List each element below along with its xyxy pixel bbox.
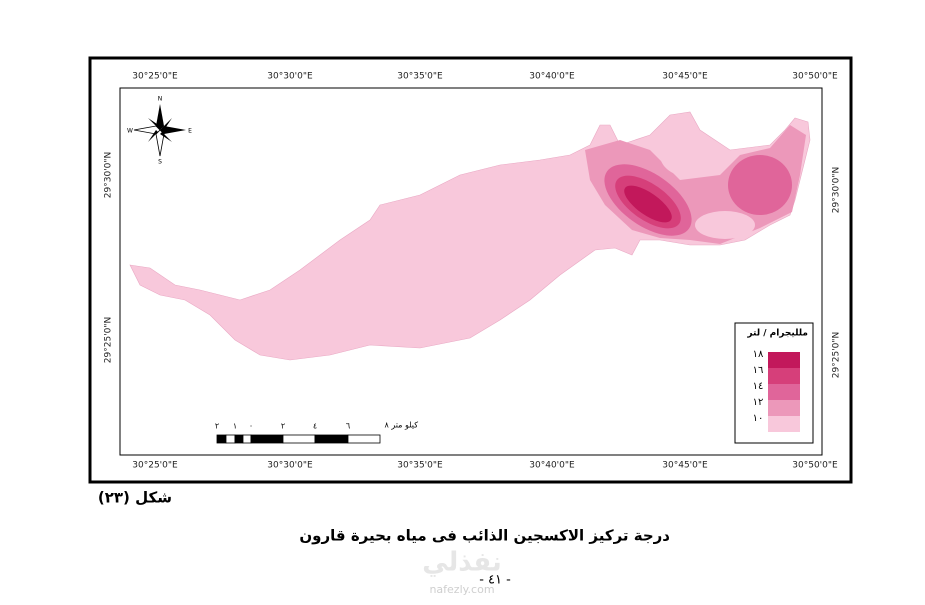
legend-label: ١٠ <box>753 413 764 424</box>
watermark-url: nafezly.com <box>429 583 494 596</box>
scale-segment <box>216 434 227 444</box>
concentration-zone <box>624 185 672 223</box>
caption: درجة تركيز الاكسجين الذائب فى مياه بحيرة… <box>299 527 670 545</box>
legend-label: ١٤ <box>753 381 764 392</box>
compass-label: S <box>158 159 162 166</box>
scale-segment <box>234 434 244 444</box>
scale-segment <box>347 434 381 444</box>
scale-segment <box>314 434 349 444</box>
longitude-label: 30°35'0"E <box>397 461 443 471</box>
legend-swatch <box>768 352 800 368</box>
concentration-zone <box>728 155 792 215</box>
concentration-zone <box>660 133 720 177</box>
figure-label: شكل (٢٣) <box>98 489 172 507</box>
legend-label: ١٦ <box>753 365 764 376</box>
legend-swatch <box>768 400 800 416</box>
scale-segment <box>250 434 284 444</box>
legend-swatch <box>768 368 800 384</box>
scale-segment <box>282 434 316 444</box>
legend-title: ملليجرام / لتر <box>746 329 808 339</box>
longitude-label: 30°25'0"E <box>132 72 178 82</box>
north-arrow: N S E W <box>127 96 192 166</box>
latitude-label: 29°30'0"N <box>104 152 114 198</box>
latitude-label: 29°30'0"N <box>832 167 842 213</box>
legend-label: ١٢ <box>753 397 764 408</box>
legend: ملليجرام / لتر ١٨ ١٦ ١٤ ١٢ ١٠ <box>734 322 814 444</box>
page-number: - ٤١ - <box>479 573 511 588</box>
scale-segment <box>242 434 252 444</box>
scale-label: ٢ <box>281 422 285 431</box>
compass-label: W <box>127 128 133 135</box>
latitude-label: 29°25'0"N <box>832 332 842 378</box>
compass-label: N <box>158 96 163 103</box>
legend-label: ١٨ <box>753 349 764 360</box>
scale-label: ٠ <box>249 422 253 431</box>
compass-label: E <box>188 128 192 135</box>
scale-label: ٤ <box>313 422 317 431</box>
longitude-label: 30°25'0"E <box>132 461 178 471</box>
scale-bar: كيلو متر ٨ ٦ ٤ ٢ ٠ ١ ٢ <box>215 421 418 444</box>
longitude-label: 30°35'0"E <box>397 72 443 82</box>
scale-unit: كيلو متر ٨ <box>385 421 419 430</box>
longitude-label: 30°50'0"E <box>792 72 838 82</box>
scale-label: ١ <box>233 422 237 431</box>
legend-swatch <box>768 384 800 400</box>
scale-segment <box>225 434 236 444</box>
legend-swatch <box>768 416 800 432</box>
scale-label: ٦ <box>346 422 350 431</box>
longitude-label: 30°50'0"E <box>792 461 838 471</box>
scale-label: ٢ <box>215 422 219 431</box>
longitude-label: 30°30'0"E <box>267 72 313 82</box>
longitude-label: 30°40'0"E <box>529 72 575 82</box>
longitude-label: 30°40'0"E <box>529 461 575 471</box>
concentration-zone <box>695 211 755 239</box>
longitude-label: 30°45'0"E <box>662 72 708 82</box>
watermark: نفذلي <box>422 548 502 578</box>
latitude-label: 29°25'0"N <box>104 317 114 363</box>
longitude-label: 30°30'0"E <box>267 461 313 471</box>
longitude-label: 30°45'0"E <box>662 461 708 471</box>
